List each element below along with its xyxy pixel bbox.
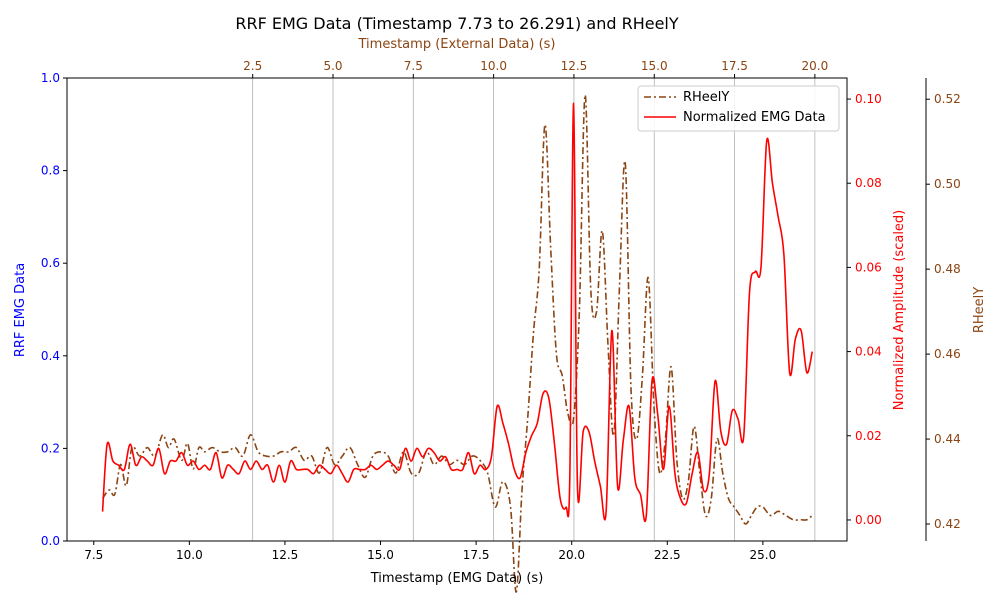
x-axis-bottom: 7.5 10.0 12.5 15.0 17.5 20.0 22.5 25.0 (84, 541, 776, 562)
x-tick-label-3: 15.0 (367, 548, 394, 562)
y-axis-right: 0.00 0.02 0.04 0.06 0.08 0.10 (847, 92, 882, 527)
x-axis-top: 2.5 5.0 7.5 10.0 12.5 15.0 17.5 20.0 (243, 59, 828, 78)
y-right2-tick-label-1: 0.44 (934, 432, 961, 446)
x-tick-label-6: 22.5 (654, 548, 681, 562)
legend-box (637, 85, 840, 132)
x-top-axis-label: Timestamp (External Data) (s) (358, 37, 556, 52)
y-right-tick-label-3: 0.06 (855, 260, 882, 274)
x-tick-label-5: 20.0 (558, 548, 585, 562)
x-axis-label: Timestamp (EMG Data) (s) (370, 571, 544, 586)
y-left-tick-label-4: 0.8 (41, 164, 60, 178)
y-right2-tick-label-0: 0.42 (934, 517, 961, 531)
x-tick-label-2: 12.5 (272, 548, 299, 562)
y-left-tick-label-5: 1.0 (41, 71, 60, 85)
series-line-rheely (101, 94, 813, 593)
x-tick-label-7: 25.0 (750, 548, 777, 562)
y-axis-left: 0.0 0.2 0.4 0.6 0.8 1.0 (41, 71, 67, 548)
y-right2-tick-label-2: 0.46 (934, 347, 961, 361)
y-right-tick-label-0: 0.00 (855, 513, 882, 527)
legend: RHeelY Normalized EMG Data (637, 85, 840, 132)
x-top-tick-label-2: 7.5 (404, 59, 423, 73)
x-tick-label-0: 7.5 (84, 548, 103, 562)
series-lines (101, 94, 814, 593)
x-top-tick-label-7: 20.0 (802, 59, 829, 73)
y-left-tick-label-0: 0.0 (41, 534, 60, 548)
x-tick-label-4: 17.5 (463, 548, 490, 562)
y-right-tick-label-1: 0.02 (855, 429, 882, 443)
chart-title: RRF EMG Data (Timestamp 7.73 to 26.291) … (235, 14, 678, 33)
y-left-tick-label-1: 0.2 (41, 441, 60, 455)
y-right-tick-label-5: 0.10 (855, 92, 882, 106)
y-right2-tick-label-3: 0.48 (934, 262, 961, 276)
x-top-tick-label-6: 17.5 (721, 59, 748, 73)
x-top-tick-label-0: 2.5 (243, 59, 262, 73)
x-top-tick-label-4: 12.5 (561, 59, 588, 73)
x-tick-label-1: 10.0 (176, 548, 203, 562)
y-axis-right2: 0.42 0.44 0.46 0.48 0.50 0.52 (925, 78, 961, 541)
x-top-tick-label-3: 10.0 (480, 59, 507, 73)
y-right-axis-label: Normalized Amplitude (scaled) (892, 210, 907, 411)
y-right2-axis-label: RHeelY (972, 287, 987, 333)
vertical-gridlines (252, 78, 816, 541)
y-right2-tick-label-4: 0.50 (934, 177, 961, 191)
legend-label-rheely: RHeelY (683, 90, 729, 105)
y-right-tick-label-2: 0.04 (855, 345, 882, 359)
x-top-tick-label-5: 15.0 (641, 59, 668, 73)
legend-label-emg: Normalized EMG Data (683, 110, 826, 125)
y-right2-tick-label-5: 0.52 (934, 92, 961, 106)
plot-frame (66, 77, 848, 542)
y-right-tick-label-4: 0.08 (855, 176, 882, 190)
series-line-emg (101, 102, 814, 523)
y-left-axis-label: RRF EMG Data (13, 263, 28, 357)
y-left-tick-label-3: 0.6 (41, 256, 60, 270)
y-left-tick-label-2: 0.4 (41, 349, 60, 363)
x-top-tick-label-1: 5.0 (323, 59, 342, 73)
